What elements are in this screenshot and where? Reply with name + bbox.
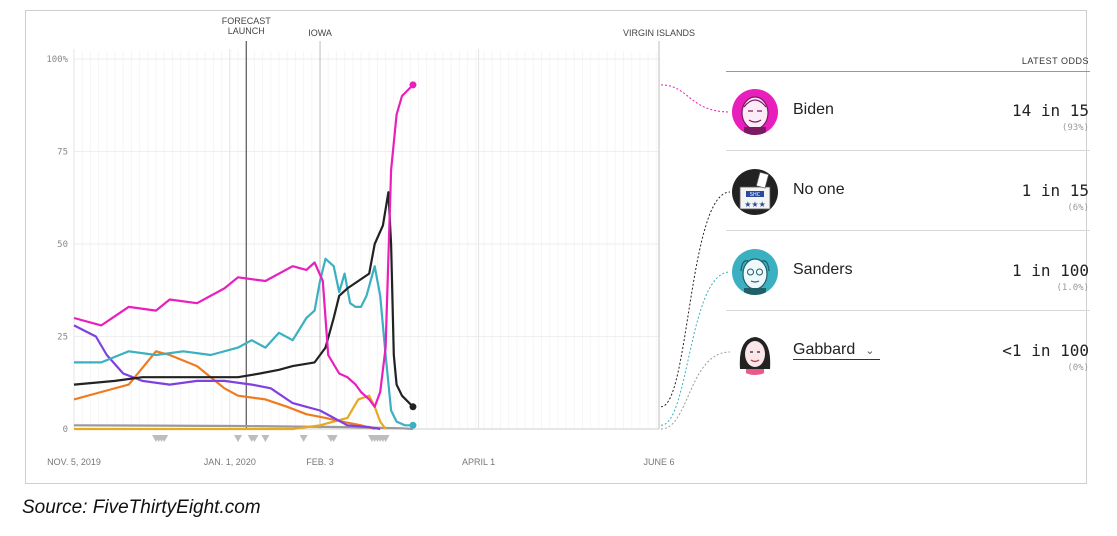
- odds-value: 1 in 100: [1011, 261, 1089, 280]
- y-tick-label: 75: [57, 148, 68, 158]
- candidate-name: Gabbard: [793, 341, 856, 358]
- series-endpoint-no-one: [409, 403, 417, 411]
- row-divider: [726, 310, 1090, 311]
- series-line-gabbard: [73, 424, 414, 431]
- series-line-biden: [73, 84, 414, 408]
- candidate-name: No one: [793, 181, 845, 198]
- connector-biden: [660, 84, 731, 113]
- source-caption: Source: FiveThirtyEight.com: [22, 497, 261, 518]
- candidate-dropdown[interactable]: Gabbard ⌄: [793, 341, 881, 360]
- series-line-no-one: [73, 191, 414, 408]
- odds-percent: (93%): [1061, 123, 1089, 133]
- x-tick-label: NOV. 5, 2019: [47, 457, 101, 467]
- chevron-down-icon[interactable]: ⌄: [865, 345, 875, 357]
- gabbard-avatar: [732, 329, 778, 375]
- series-endpoint-biden: [409, 81, 417, 89]
- candidate-row-biden[interactable]: Biden 14 in 15 (93%): [726, 71, 1090, 151]
- connector-no-one: [660, 191, 731, 408]
- x-tick-label: FEB. 3: [306, 457, 334, 467]
- x-tick-label: JAN. 1, 2020: [204, 457, 256, 467]
- row-divider: [726, 150, 1090, 151]
- event-triangle: [381, 435, 390, 442]
- odds-percent: (0%): [1067, 363, 1089, 373]
- sanders-avatar: [732, 249, 778, 295]
- event-triangle: [329, 435, 338, 442]
- y-tick-label: 25: [57, 333, 68, 343]
- y-tick-label: 0: [63, 425, 68, 435]
- candidate-row-no-one[interactable]: SHC ★★★ No one 1 in 15 (6%): [726, 151, 1090, 231]
- event-triangle: [261, 435, 270, 442]
- y-tick-label: 50: [57, 240, 68, 250]
- svg-text:★★★: ★★★: [744, 200, 766, 209]
- connector-gabbard: [660, 351, 731, 430]
- candidate-name: Sanders: [793, 261, 853, 278]
- event-triangle: [160, 435, 169, 442]
- series-endpoint-sanders: [409, 421, 417, 429]
- connector-sanders: [660, 271, 731, 426]
- header-divider: [726, 71, 1090, 72]
- odds-percent: (1.0%): [1056, 283, 1089, 293]
- latest-odds-header: LATEST ODDS: [1021, 56, 1089, 66]
- series-line-bloomberg: [74, 394, 387, 431]
- event-label: IOWA: [308, 28, 332, 38]
- series-line-sanders: [74, 257, 413, 427]
- y-tick-label: 100%: [46, 55, 68, 65]
- biden-avatar: [732, 89, 778, 135]
- series-line-warren: [73, 324, 381, 431]
- event-triangle: [299, 435, 308, 442]
- x-tick-label: APRIL 1: [462, 457, 495, 467]
- candidate-name: Biden: [793, 101, 834, 118]
- event-triangle: [250, 435, 259, 442]
- odds-value: <1 in 100: [1002, 341, 1089, 360]
- ballot-box-icon: SHC ★★★: [732, 169, 778, 215]
- row-divider: [726, 230, 1090, 231]
- series-line-buttigieg: [73, 350, 375, 431]
- x-tick-label: JUNE 6: [643, 457, 674, 467]
- event-label: VIRGIN ISLANDS: [623, 28, 695, 38]
- odds-line-chart: 100% 75 50 25 0 NOV. 5, 2019 JAN. 1, 2020 FEB. …: [46, 16, 731, 467]
- odds-percent: (6%): [1067, 203, 1089, 213]
- chart-frame: 100% 75 50 25 0 NOV. 5, 2019 JAN. 1, 2020 FEB. …: [25, 10, 1090, 484]
- odds-value: 1 in 15: [1021, 181, 1089, 200]
- event-triangle: [234, 435, 243, 442]
- candidate-row-gabbard[interactable]: Gabbard ⌄ <1 in 100 (0%): [726, 311, 1090, 391]
- ballot-label: SHC: [750, 192, 761, 198]
- event-label: FORECAST LAUNCH: [222, 16, 272, 36]
- candidate-row-sanders[interactable]: Sanders 1 in 100 (1.0%): [726, 231, 1090, 311]
- odds-value: 14 in 15: [1011, 101, 1089, 120]
